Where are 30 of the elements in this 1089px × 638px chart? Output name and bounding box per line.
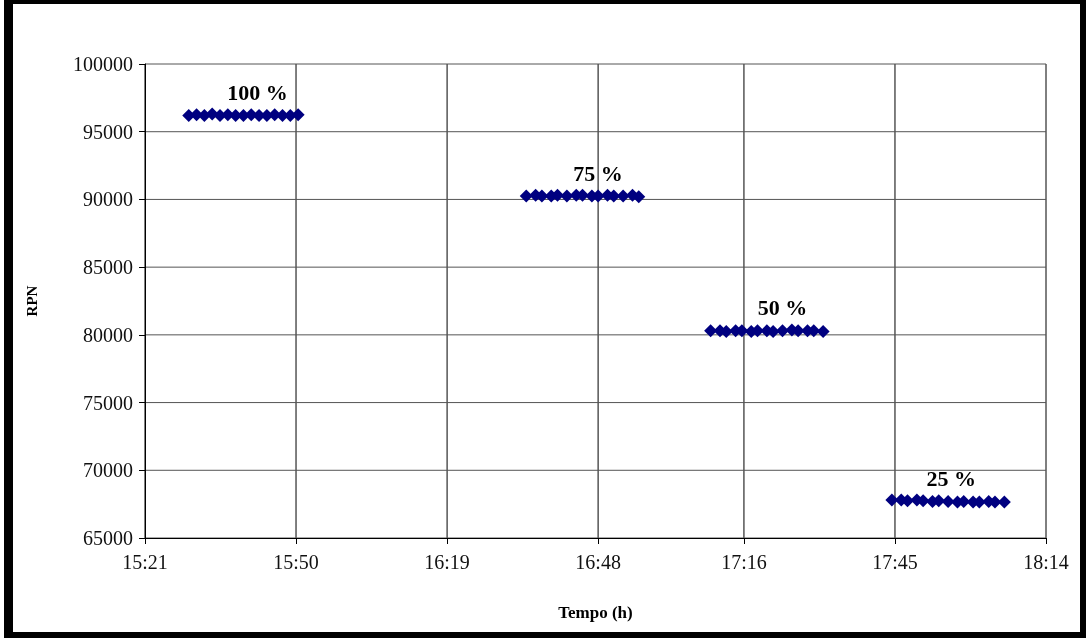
x-tick-label: 16:48 <box>575 551 621 573</box>
annotation: 75 % <box>573 160 623 186</box>
x-tick-label: 15:50 <box>273 551 319 573</box>
annotation: 100 % <box>227 79 288 105</box>
y-tick-label: 85000 <box>83 256 133 279</box>
x-tick-label: 17:16 <box>721 551 767 573</box>
y-tick-label: 65000 <box>83 527 133 549</box>
y-tick-label: 70000 <box>83 459 133 482</box>
point <box>816 324 830 338</box>
x-tick-label: 18:14 <box>1023 551 1069 573</box>
y-tick-label: 90000 <box>83 188 133 211</box>
point <box>519 189 533 203</box>
point <box>704 324 718 338</box>
annotation: 25 % <box>926 465 976 491</box>
point <box>560 189 574 203</box>
x-tick-label: 16:19 <box>424 551 470 573</box>
point <box>997 495 1011 509</box>
point <box>775 324 789 338</box>
x-tick-label: 15:21 <box>122 551 168 573</box>
y-tick-label: 80000 <box>83 323 133 346</box>
y-tick-label: 95000 <box>83 120 133 143</box>
point <box>616 189 630 203</box>
x-axis-title: Tempo (h) <box>558 603 633 622</box>
x-tick-label: 17:45 <box>872 551 918 573</box>
point <box>291 108 305 122</box>
y-tick-label: 75000 <box>83 391 133 414</box>
y-tick-label: 100000 <box>73 53 133 75</box>
y-axis-title: RPN <box>23 285 40 317</box>
point <box>941 494 955 508</box>
annotation: 50 % <box>757 295 808 321</box>
